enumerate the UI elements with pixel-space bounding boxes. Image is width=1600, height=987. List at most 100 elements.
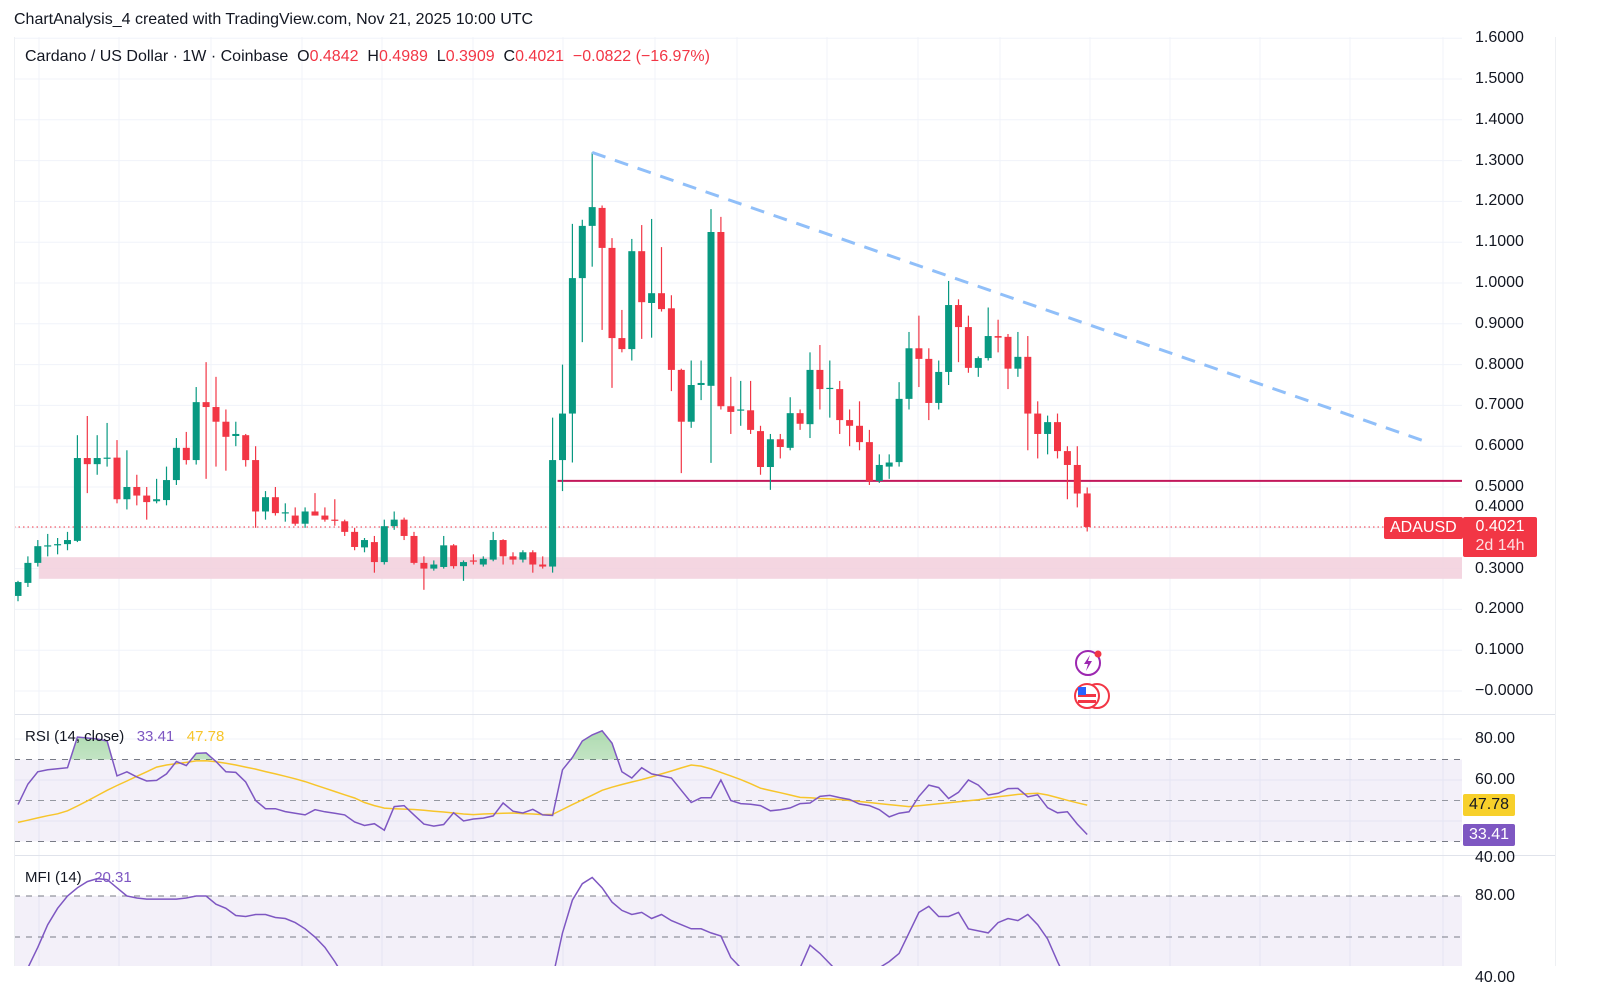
candle	[232, 421, 240, 447]
candle	[955, 299, 962, 363]
high-label: H	[367, 48, 379, 65]
candle-body	[232, 433, 240, 436]
candle	[222, 409, 230, 471]
symbol-name[interactable]: Cardano / US Dollar · 1W · Coinbase	[25, 48, 289, 65]
rsi-axis-label: 40.00	[1475, 849, 1516, 866]
candle-body	[212, 407, 220, 422]
candle-body	[1004, 336, 1012, 369]
candle-body	[83, 458, 91, 465]
candle-body	[687, 385, 695, 422]
candle	[628, 238, 636, 361]
candle	[73, 435, 81, 543]
candle	[836, 380, 844, 434]
price-axis-label: 1.5000	[1475, 70, 1524, 87]
candle-body	[460, 562, 467, 567]
candle	[44, 533, 52, 557]
candle-body	[994, 336, 1002, 338]
candle-body	[410, 535, 418, 563]
low-value: 0.3909	[445, 48, 495, 65]
rsi-ma-badge: 47.78	[1463, 794, 1516, 816]
candle-body	[469, 560, 477, 562]
candle	[489, 531, 497, 562]
price-axis-label: −0.0000	[1475, 682, 1534, 699]
candle	[1044, 415, 1052, 455]
price-axis-label: 1.0000	[1475, 274, 1524, 291]
candle-body	[1083, 493, 1091, 527]
candle	[737, 380, 745, 426]
candle-body	[935, 371, 943, 403]
price-axis-label: 1.3000	[1475, 151, 1524, 169]
candle	[153, 478, 161, 504]
last-price-badge: 0.4021 2d 14h	[1463, 517, 1537, 557]
candle-body	[885, 462, 893, 467]
chart-caption: ChartAnalysis_4 created with TradingView…	[14, 11, 534, 28]
candle-body	[766, 439, 774, 468]
candle-body	[301, 511, 309, 524]
candle	[658, 247, 665, 312]
us-flag-economic-event-icon[interactable]	[1073, 682, 1115, 717]
candle-body	[628, 251, 636, 350]
candle	[717, 216, 725, 410]
candle-body	[271, 497, 279, 514]
candle	[846, 409, 854, 447]
candle	[747, 380, 755, 434]
candle-body	[846, 420, 854, 426]
candle-body	[331, 519, 339, 521]
candle-body	[1044, 422, 1052, 434]
candle-body	[1073, 464, 1081, 494]
candle	[113, 440, 121, 504]
rsi-value: 33.41	[136, 728, 175, 745]
candle-body	[420, 562, 428, 569]
candle	[994, 319, 1002, 353]
candle-body	[925, 358, 933, 403]
candle	[262, 491, 269, 520]
candle	[271, 487, 279, 516]
candle	[766, 433, 774, 490]
candle-body	[717, 232, 725, 407]
pane-separators	[14, 37, 1556, 966]
price-axis-label: 0.5000	[1475, 478, 1524, 495]
candle	[83, 416, 91, 494]
candle	[301, 507, 309, 528]
candle	[638, 225, 646, 339]
candle	[321, 507, 329, 522]
mfi-name[interactable]: MFI (14)	[25, 869, 82, 886]
candle	[727, 376, 735, 434]
rsi-axis-label: 80.00	[1475, 730, 1516, 747]
candle	[539, 556, 547, 569]
candle	[1034, 401, 1042, 459]
lightning-event-icon[interactable]	[1074, 649, 1104, 682]
candle	[242, 433, 250, 467]
candle-body	[450, 545, 458, 567]
mfi-pane	[14, 876, 1462, 966]
candle	[93, 435, 101, 475]
candle	[895, 382, 903, 467]
candle	[796, 409, 804, 430]
rsi-name[interactable]: RSI (14, close)	[25, 728, 125, 745]
change-value: −0.0822 (−16.97%)	[572, 48, 710, 65]
candle-body	[608, 247, 616, 339]
candle	[588, 152, 596, 267]
candle-body	[588, 207, 596, 226]
candle-body	[1024, 356, 1032, 414]
candle-body	[499, 540, 507, 557]
price-pane	[14, 151, 1462, 602]
candle-body	[400, 519, 408, 536]
candle-body	[677, 369, 685, 422]
candle-body	[479, 558, 487, 565]
candle	[677, 368, 685, 474]
candle-body	[786, 413, 794, 448]
candle-body	[262, 497, 269, 512]
candle-body	[123, 487, 131, 500]
rsi-badge: 33.41	[1463, 824, 1516, 846]
candle-body	[34, 546, 42, 563]
candle	[667, 295, 675, 392]
candle-body	[559, 413, 566, 461]
candle-body	[757, 431, 764, 468]
candle-body	[707, 232, 715, 386]
rsi-pane	[14, 729, 1462, 842]
candle	[549, 417, 557, 573]
chart-canvas[interactable]	[0, 0, 1600, 966]
candle	[202, 362, 210, 479]
candle-body	[311, 511, 319, 516]
